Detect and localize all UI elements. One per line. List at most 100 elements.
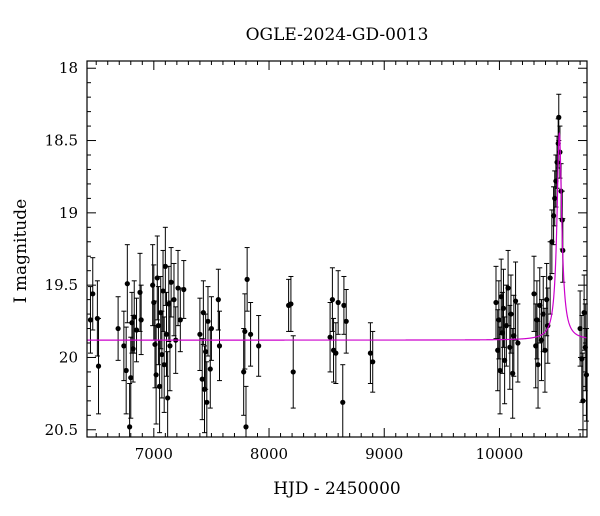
point-marker (247, 331, 254, 337)
data-point (87, 286, 94, 354)
point-marker (95, 363, 102, 369)
point-marker (138, 317, 144, 323)
point-marker (181, 286, 187, 293)
point-marker (370, 359, 376, 365)
plot-frame (86, 60, 588, 438)
data-point (199, 338, 205, 421)
point-marker (167, 343, 173, 349)
data-point (200, 280, 206, 345)
point-marker (199, 376, 205, 382)
point-marker (329, 297, 335, 303)
point-marker (241, 369, 247, 375)
data-point (244, 247, 250, 312)
data-point (497, 326, 503, 415)
point-marker (505, 285, 511, 291)
point-marker (256, 343, 262, 349)
data-point (341, 275, 347, 335)
data-point (181, 260, 187, 319)
point-marker (510, 370, 516, 376)
model-curve-group (87, 131, 588, 341)
point-marker (131, 314, 137, 320)
data-point (505, 249, 511, 327)
point-marker (161, 362, 167, 368)
data-point (90, 257, 96, 331)
data-point (496, 280, 502, 360)
data-point (124, 244, 130, 324)
point-marker (556, 114, 562, 120)
x-tick-label: 10000 (476, 445, 524, 463)
point-marker (340, 399, 346, 405)
point-marker (550, 213, 557, 219)
point-marker (153, 372, 159, 378)
point-marker (544, 297, 550, 303)
point-marker (500, 305, 507, 311)
point-marker (215, 297, 221, 303)
data-point (247, 302, 254, 367)
data-point (115, 296, 121, 361)
data-point (203, 313, 209, 390)
point-marker (335, 299, 341, 306)
data-point (515, 303, 521, 383)
point-marker (497, 367, 503, 374)
data-point (335, 270, 341, 335)
point-marker (197, 331, 203, 337)
data-point (127, 382, 133, 438)
y-tick-label: 20.5 (45, 421, 78, 439)
data-point (123, 326, 129, 415)
point-marker (127, 424, 133, 430)
x-tick-label: 7000 (135, 445, 173, 463)
point-marker (130, 346, 136, 352)
data-point (159, 310, 165, 399)
point-marker (87, 317, 94, 323)
data-point (242, 293, 248, 370)
data-point (95, 317, 102, 415)
point-marker (203, 349, 209, 355)
point-marker (580, 398, 586, 404)
point-marker (531, 291, 537, 297)
point-marker (152, 341, 158, 348)
point-marker (128, 375, 134, 381)
point-marker (542, 347, 548, 353)
point-marker (123, 367, 129, 374)
data-point (128, 336, 134, 419)
data-point (197, 297, 203, 371)
point-marker (290, 369, 296, 375)
data-point (256, 315, 262, 377)
point-marker (243, 424, 249, 430)
point-marker (288, 301, 294, 307)
point-marker (207, 366, 213, 372)
data-point (327, 302, 333, 373)
data-point (512, 261, 519, 341)
data-point (547, 241, 553, 315)
point-marker (137, 289, 143, 295)
y-tick-label: 18.5 (45, 132, 78, 150)
point-marker (327, 334, 333, 340)
y-tick-label: 18 (59, 59, 78, 77)
data-point (168, 247, 174, 318)
data-point (343, 288, 349, 354)
point-marker (115, 325, 121, 332)
data-point (163, 291, 170, 377)
point-marker (496, 317, 502, 323)
data-point (329, 267, 335, 332)
data-point (288, 275, 294, 332)
point-marker (242, 328, 248, 335)
point-marker (165, 395, 171, 401)
data-point (508, 274, 514, 354)
point-marker (508, 311, 514, 317)
y-tick-label: 19 (59, 204, 78, 222)
data-point (500, 268, 507, 348)
point-marker (204, 399, 210, 405)
chart-title: OGLE-2024-GD-0013 (246, 25, 429, 45)
point-marker (333, 350, 339, 356)
point-marker (244, 276, 250, 282)
point-marker (515, 340, 521, 346)
point-marker (155, 323, 162, 329)
y-axis-label: I magnitude (11, 199, 31, 303)
point-marker (159, 351, 165, 358)
point-marker (512, 298, 519, 304)
data-point (205, 286, 211, 357)
data-point (531, 255, 537, 332)
point-marker (493, 299, 499, 306)
